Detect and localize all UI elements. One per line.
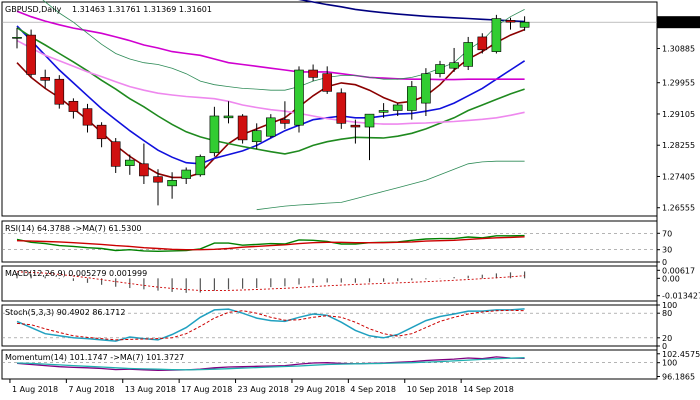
stoch-title: Stoch(5,3,3) 90.4902 86.1712 xyxy=(5,308,125,317)
candle-body xyxy=(110,141,121,167)
last-price-box xyxy=(657,16,700,29)
overlay-ma-blue xyxy=(16,25,526,165)
xtick-label: 13 Aug 2018 xyxy=(125,385,176,394)
ytick-label: 1.30885 xyxy=(662,45,695,54)
candle-body xyxy=(392,104,403,111)
stoch-d-line xyxy=(16,309,525,341)
momentum-series-0 xyxy=(16,356,525,371)
candle-body xyxy=(336,92,347,124)
xtick-label: 1 Aug 2018 xyxy=(12,385,58,394)
candle-body xyxy=(82,108,93,126)
candle-body xyxy=(223,115,234,119)
candle-body xyxy=(463,42,474,67)
candle-body xyxy=(491,18,502,52)
ytick-label: 80 xyxy=(662,309,672,318)
last-price-label: 1.31601 xyxy=(660,18,693,27)
candle-body xyxy=(139,163,149,177)
ytick-label: 0 xyxy=(662,342,667,351)
candle-body xyxy=(237,115,248,141)
candle-body xyxy=(406,86,417,111)
candle-body xyxy=(153,176,163,183)
candle-body xyxy=(68,100,79,112)
momentum-series-1 xyxy=(16,357,525,371)
candle-body xyxy=(167,180,177,187)
ytick-label: 0.00 xyxy=(662,274,680,283)
xtick-label: 4 Sep 2018 xyxy=(350,385,396,394)
xtick-label: 17 Aug 2018 xyxy=(181,385,232,394)
candle-body xyxy=(378,110,389,113)
ytick-label: 70 xyxy=(662,229,672,238)
rsi-series-rsi xyxy=(16,234,525,253)
candle-body xyxy=(364,113,375,128)
ytick-label: 100 xyxy=(662,301,677,310)
ytick-label: 102.4575 xyxy=(662,350,700,359)
candle-body xyxy=(421,73,431,104)
candle-body xyxy=(125,159,135,166)
candle-body xyxy=(265,117,276,137)
candle-body xyxy=(294,69,304,126)
candle-body xyxy=(209,115,220,154)
price-chart-title: GBPUSD,Daily xyxy=(5,5,62,14)
ytick-label: 96.1865 xyxy=(662,373,695,382)
overlay-ma-navy xyxy=(297,0,525,23)
candle-body xyxy=(505,20,516,23)
candle-body xyxy=(40,77,51,81)
overlay-ma-green xyxy=(16,27,525,155)
macd-signal-line xyxy=(16,271,525,292)
overlay-ma-pink xyxy=(16,39,525,125)
candle-body xyxy=(477,36,488,51)
ohlc-readout: 1.31463 1.31761 1.31369 1.31601 xyxy=(72,5,212,14)
rsi-series-ma xyxy=(16,236,525,251)
candle-body xyxy=(96,124,107,140)
stoch-k-line xyxy=(16,308,525,342)
ytick-label: 1.28255 xyxy=(662,141,695,150)
xtick-label: 7 Aug 2018 xyxy=(68,385,114,394)
ytick-label: 0 xyxy=(662,258,667,267)
macd-title: MACD(12,26,9) 0.005279 0.001999 xyxy=(5,269,147,278)
candle-body xyxy=(12,36,22,39)
ytick-label: 1.29105 xyxy=(662,110,695,119)
candle-body xyxy=(195,156,206,176)
ytick-label: -0.013427 xyxy=(662,292,700,301)
rsi-title: RSI(14) 64.3788 ->MA(7) 61.5300 xyxy=(5,224,142,233)
panel-frame-0 xyxy=(1,1,658,217)
xtick-label: 10 Sep 2018 xyxy=(407,385,458,394)
overlay-ma-red xyxy=(16,28,525,179)
xtick-label: 14 Sep 2018 xyxy=(463,385,514,394)
ytick-label: 30 xyxy=(662,246,672,255)
candle-body xyxy=(181,169,191,179)
overlay-bb-lower xyxy=(256,160,525,211)
overlay-ma-magenta xyxy=(16,10,525,81)
candle-body xyxy=(251,130,262,143)
ytick-label: 1.27405 xyxy=(662,172,695,181)
ytick-label: 1.29955 xyxy=(662,79,695,88)
candle-body xyxy=(280,119,290,124)
momentum-title: Momentum(14) 101.1747 ->MA(7) 101.3727 xyxy=(5,353,184,362)
candle-body xyxy=(350,124,361,128)
xtick-label: 29 Aug 2018 xyxy=(294,385,345,394)
ytick-label: 1.26555 xyxy=(662,204,695,213)
ytick-label: 0.00617 xyxy=(662,266,695,275)
ytick-label: 20 xyxy=(662,334,672,343)
candle-body xyxy=(322,73,333,92)
candle-body xyxy=(435,64,445,75)
candle-body xyxy=(449,62,459,69)
ytick-label: 100 xyxy=(662,359,677,368)
xtick-label: 23 Aug 2018 xyxy=(238,385,289,394)
candle-body xyxy=(519,21,530,28)
candle-body xyxy=(54,78,65,105)
candle-body xyxy=(26,34,36,75)
candle-body xyxy=(308,69,318,78)
